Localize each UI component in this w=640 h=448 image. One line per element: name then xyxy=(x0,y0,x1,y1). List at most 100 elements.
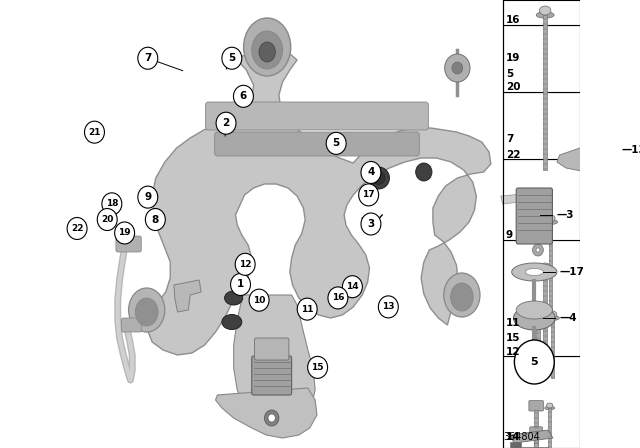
Ellipse shape xyxy=(225,291,243,305)
Text: 5: 5 xyxy=(333,138,340,148)
FancyBboxPatch shape xyxy=(122,318,141,332)
FancyBboxPatch shape xyxy=(214,132,419,156)
Ellipse shape xyxy=(252,31,282,69)
Text: 7: 7 xyxy=(506,134,513,144)
Text: 7: 7 xyxy=(144,53,152,63)
Text: 5: 5 xyxy=(506,69,513,79)
Text: 14: 14 xyxy=(346,282,358,291)
Text: 20: 20 xyxy=(506,82,520,92)
Circle shape xyxy=(84,121,104,143)
Ellipse shape xyxy=(547,403,553,408)
Circle shape xyxy=(328,287,348,309)
Circle shape xyxy=(452,62,463,74)
Text: 11: 11 xyxy=(301,305,314,314)
Ellipse shape xyxy=(545,406,555,410)
Text: 364804: 364804 xyxy=(504,432,540,442)
Bar xyxy=(536,320,540,365)
Bar xyxy=(503,240,580,356)
Text: 15: 15 xyxy=(312,363,324,372)
FancyBboxPatch shape xyxy=(116,236,141,252)
Bar xyxy=(503,356,580,448)
Circle shape xyxy=(222,47,242,69)
Polygon shape xyxy=(216,388,317,438)
Bar xyxy=(543,272,547,357)
Ellipse shape xyxy=(222,314,242,329)
Ellipse shape xyxy=(546,215,555,222)
Text: 5: 5 xyxy=(531,357,538,367)
Text: 6: 6 xyxy=(240,91,247,101)
Ellipse shape xyxy=(372,172,385,185)
Bar xyxy=(503,0,580,25)
Text: 4: 4 xyxy=(367,168,374,177)
Ellipse shape xyxy=(548,311,557,318)
Polygon shape xyxy=(174,280,201,312)
Circle shape xyxy=(297,298,317,320)
Bar xyxy=(549,222,552,322)
Text: 10: 10 xyxy=(253,296,265,305)
Circle shape xyxy=(361,161,381,184)
Text: 8: 8 xyxy=(152,215,159,224)
Circle shape xyxy=(535,227,541,233)
Bar xyxy=(550,318,554,378)
Text: —13: —13 xyxy=(621,145,640,155)
Bar xyxy=(503,25,580,92)
Circle shape xyxy=(97,208,117,231)
Polygon shape xyxy=(510,442,548,448)
Circle shape xyxy=(264,410,279,426)
Ellipse shape xyxy=(536,12,554,18)
FancyBboxPatch shape xyxy=(530,310,546,321)
Ellipse shape xyxy=(416,163,432,181)
Ellipse shape xyxy=(451,283,473,311)
Text: 5: 5 xyxy=(228,53,236,63)
Circle shape xyxy=(268,414,275,422)
Bar xyxy=(548,408,551,448)
Text: 22: 22 xyxy=(71,224,83,233)
Ellipse shape xyxy=(540,6,551,15)
Circle shape xyxy=(102,193,122,215)
Ellipse shape xyxy=(513,306,555,330)
Text: 3: 3 xyxy=(367,219,374,229)
Ellipse shape xyxy=(368,167,389,189)
FancyBboxPatch shape xyxy=(255,338,289,360)
Text: 9: 9 xyxy=(506,230,513,240)
Circle shape xyxy=(445,54,470,82)
Text: 19: 19 xyxy=(506,53,520,63)
Polygon shape xyxy=(147,46,491,355)
Circle shape xyxy=(536,248,540,252)
Polygon shape xyxy=(234,295,315,432)
Text: 15: 15 xyxy=(506,333,520,343)
Circle shape xyxy=(326,132,346,155)
Circle shape xyxy=(358,184,379,206)
Text: 11: 11 xyxy=(506,318,520,327)
Circle shape xyxy=(236,253,255,276)
Bar xyxy=(534,410,538,445)
FancyBboxPatch shape xyxy=(530,427,543,436)
Ellipse shape xyxy=(259,42,275,62)
Circle shape xyxy=(234,85,253,108)
Ellipse shape xyxy=(540,263,551,272)
Text: 21: 21 xyxy=(88,128,100,137)
Polygon shape xyxy=(501,193,536,204)
Text: 22: 22 xyxy=(506,150,520,159)
Text: 20: 20 xyxy=(101,215,113,224)
Text: 9: 9 xyxy=(144,192,152,202)
Circle shape xyxy=(378,296,398,318)
Bar xyxy=(534,435,538,448)
Text: 12: 12 xyxy=(506,347,520,357)
Text: 13: 13 xyxy=(382,302,395,311)
Polygon shape xyxy=(557,145,609,172)
Circle shape xyxy=(249,289,269,311)
Circle shape xyxy=(361,213,381,235)
Bar xyxy=(503,92,580,159)
Circle shape xyxy=(115,222,134,244)
Text: 19: 19 xyxy=(118,228,131,237)
FancyBboxPatch shape xyxy=(529,401,543,411)
Ellipse shape xyxy=(588,137,607,153)
Circle shape xyxy=(532,244,543,256)
Text: —4: —4 xyxy=(559,313,577,323)
Text: 2: 2 xyxy=(223,118,230,128)
Circle shape xyxy=(308,356,328,379)
Bar xyxy=(503,159,580,240)
Ellipse shape xyxy=(543,220,557,224)
Circle shape xyxy=(67,217,87,240)
